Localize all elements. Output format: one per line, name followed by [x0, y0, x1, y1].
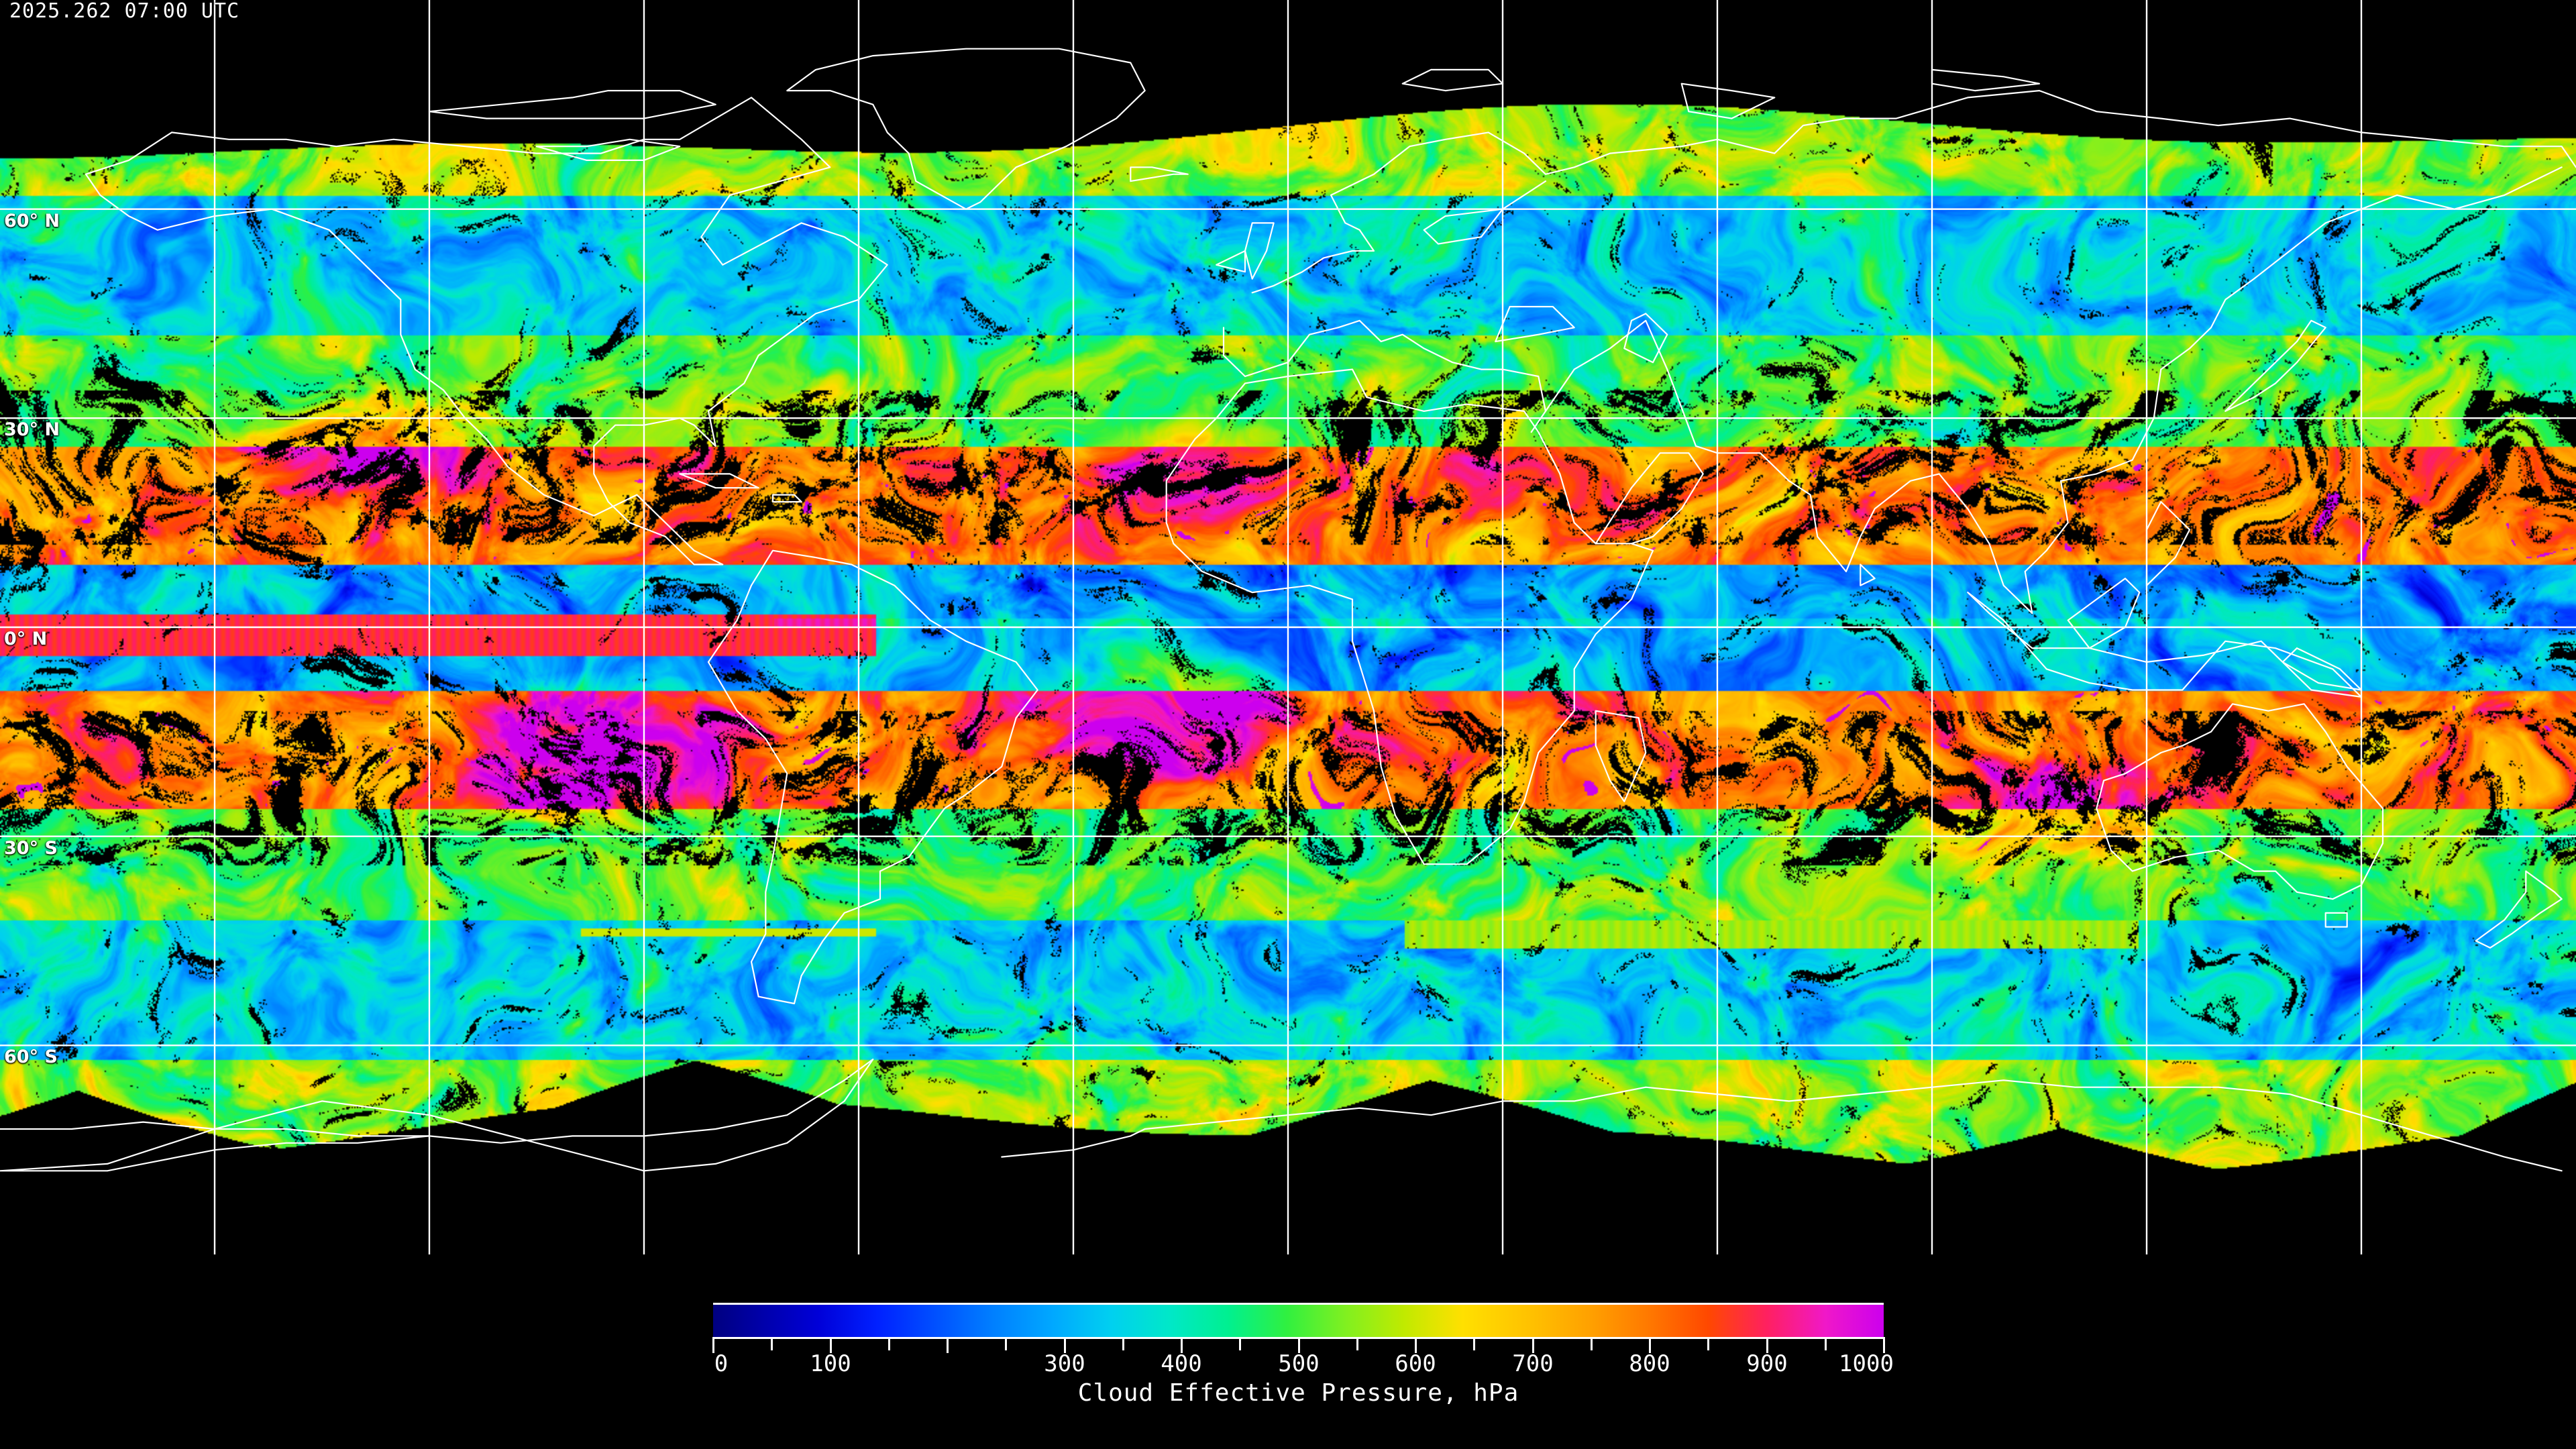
colorbar-tick: [771, 1337, 773, 1350]
colorbar-tick: [1473, 1337, 1475, 1350]
colorbar-tick: [1298, 1337, 1300, 1353]
colorbar-tick: [830, 1337, 832, 1353]
colorbar-tick-label: 500: [1278, 1350, 1320, 1377]
colorbar-tick-labels: 0 100 300 400 500 600 700 800 900 1000: [713, 1350, 1894, 1379]
cloud-pressure-raster: [0, 0, 2576, 1254]
colorbar-tick: [1766, 1337, 1768, 1353]
colorbar-tick-label: 900: [1746, 1350, 1788, 1377]
colorbar-ticks: [712, 1337, 1885, 1353]
colorbar-tick: [1825, 1337, 1827, 1350]
lat-label-60s: 60° S: [4, 1046, 58, 1068]
colorbar-tick-label: 300: [1044, 1350, 1085, 1377]
global-map-panel[interactable]: 2025.262 07:00 UTC 60° N 30° N 0° N 30° …: [0, 0, 2576, 1254]
timestamp-label: 2025.262 07:00 UTC: [9, 0, 240, 23]
colorbar-panel: 0 100 300 400 500 600 700 800 900 1000 Cloud Effe…: [0, 1254, 2576, 1449]
colorbar-tick-label: 700: [1512, 1350, 1554, 1377]
colorbar-tick: [1415, 1337, 1417, 1353]
colorbar-tick: [1649, 1337, 1651, 1353]
colorbar-tick: [1181, 1337, 1183, 1353]
colorbar-tick-label: 0: [714, 1350, 729, 1377]
colorbar-tick: [888, 1337, 890, 1350]
colorbar-tick: [1064, 1337, 1066, 1353]
colorbar-tick-label: 800: [1629, 1350, 1670, 1377]
colorbar-tick: [712, 1337, 714, 1353]
lat-label-equator: 0° N: [4, 629, 48, 649]
colorbar-tick: [947, 1337, 949, 1353]
colorbar-gradient: [713, 1303, 1884, 1339]
colorbar[interactable]: 0 100 300 400 500 600 700 800 900 1000: [712, 1303, 1894, 1383]
colorbar-tick-label: 400: [1161, 1350, 1202, 1377]
colorbar-tick: [1883, 1337, 1885, 1353]
colorbar-tick-label: 1000: [1839, 1350, 1894, 1377]
colorbar-tick: [1707, 1337, 1709, 1350]
colorbar-tick: [1591, 1337, 1593, 1350]
colorbar-tick-label: 600: [1395, 1350, 1436, 1377]
lat-label-30n: 30° N: [4, 419, 60, 441]
lat-label-60n: 60° N: [4, 210, 60, 231]
lat-label-30s: 30° S: [4, 837, 58, 859]
colorbar-tick: [1239, 1337, 1241, 1350]
colorbar-tick: [1532, 1337, 1534, 1353]
colorbar-tick: [1005, 1337, 1007, 1350]
colorbar-tick: [1122, 1337, 1124, 1350]
colorbar-tick-label: 100: [810, 1350, 851, 1377]
colorbar-tick: [1356, 1337, 1358, 1350]
colorbar-title: Cloud Effective Pressure, hPa: [1077, 1379, 1519, 1407]
